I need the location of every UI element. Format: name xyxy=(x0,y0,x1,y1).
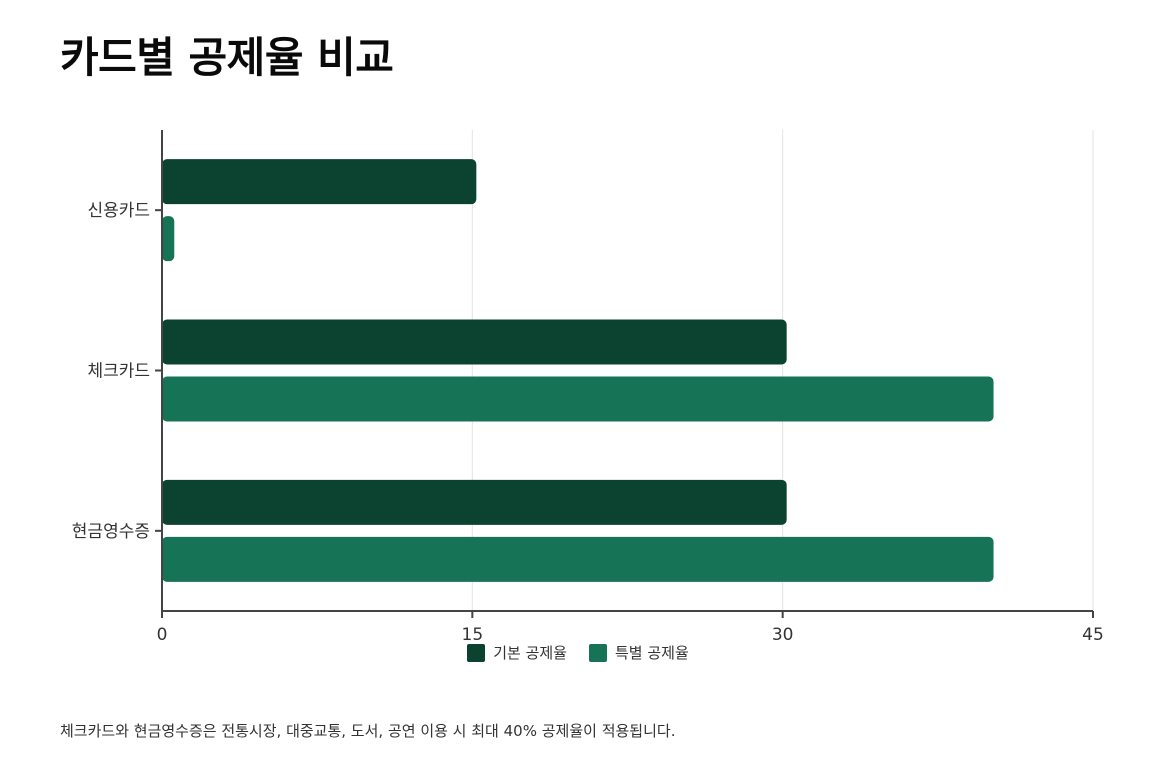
legend-swatch-basic xyxy=(467,643,486,662)
x-tick-label: 45 xyxy=(1082,625,1104,640)
bar-special xyxy=(162,376,994,422)
x-tick-label: 15 xyxy=(462,625,484,640)
legend-label-basic: 기본 공제율 xyxy=(493,644,567,662)
bar-basic xyxy=(162,479,787,525)
bar-basic xyxy=(162,159,477,205)
bar-special xyxy=(162,536,994,582)
grid-lines xyxy=(471,130,1094,611)
y-tick-label: 체크카드 xyxy=(87,362,150,382)
legend-item-basic: 기본 공제율 xyxy=(467,642,567,663)
footnote: 체크카드와 현금영수증은 전통시장, 대중교통, 도서, 공연 이용 시 최대 … xyxy=(60,722,676,740)
bar-special xyxy=(162,216,175,262)
bars xyxy=(162,159,994,582)
x-tick-label: 30 xyxy=(772,625,794,640)
legend: 기본 공제율 특별 공제율 xyxy=(0,642,1156,663)
chart-title: 카드별 공제율 비교 xyxy=(60,33,394,82)
bar-basic xyxy=(162,319,787,365)
legend-swatch-special xyxy=(589,643,607,662)
legend-item-special: 특별 공제율 xyxy=(589,642,689,663)
legend-label-special: 특별 공제율 xyxy=(615,644,689,662)
x-tick-label: 0 xyxy=(157,625,168,640)
y-tick-label: 신용카드 xyxy=(87,201,150,221)
y-tick-label: 현금영수증 xyxy=(72,522,150,542)
